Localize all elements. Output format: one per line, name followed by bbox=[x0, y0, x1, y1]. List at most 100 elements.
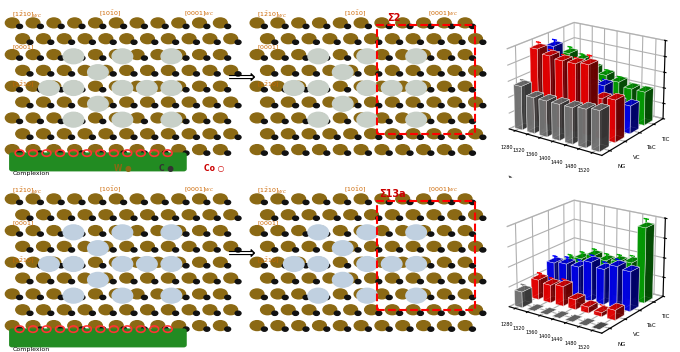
Circle shape bbox=[131, 216, 137, 220]
Circle shape bbox=[396, 18, 409, 28]
Circle shape bbox=[99, 97, 113, 107]
Circle shape bbox=[364, 129, 378, 139]
Circle shape bbox=[109, 18, 123, 28]
Circle shape bbox=[458, 226, 472, 235]
Circle shape bbox=[183, 56, 189, 60]
Circle shape bbox=[27, 248, 33, 252]
Circle shape bbox=[63, 225, 84, 240]
Circle shape bbox=[302, 241, 316, 251]
Circle shape bbox=[182, 65, 196, 75]
Circle shape bbox=[37, 305, 50, 315]
Circle shape bbox=[459, 103, 465, 108]
Circle shape bbox=[282, 97, 295, 107]
Circle shape bbox=[292, 289, 305, 299]
Circle shape bbox=[469, 151, 475, 155]
Circle shape bbox=[88, 257, 102, 267]
Circle shape bbox=[357, 112, 377, 127]
Circle shape bbox=[417, 81, 430, 91]
Circle shape bbox=[63, 288, 84, 303]
Circle shape bbox=[58, 295, 64, 300]
Circle shape bbox=[57, 34, 71, 44]
Circle shape bbox=[68, 113, 82, 123]
Circle shape bbox=[418, 135, 424, 139]
Circle shape bbox=[79, 88, 85, 92]
Circle shape bbox=[469, 232, 475, 236]
Circle shape bbox=[375, 289, 389, 299]
Circle shape bbox=[406, 97, 420, 107]
Circle shape bbox=[37, 97, 50, 107]
Circle shape bbox=[292, 257, 305, 267]
Circle shape bbox=[5, 257, 19, 267]
Circle shape bbox=[131, 145, 144, 155]
Circle shape bbox=[449, 327, 455, 331]
Circle shape bbox=[68, 226, 82, 235]
Circle shape bbox=[303, 24, 309, 29]
Circle shape bbox=[183, 327, 189, 331]
Circle shape bbox=[151, 145, 165, 155]
Circle shape bbox=[183, 24, 189, 29]
Circle shape bbox=[407, 232, 413, 236]
Circle shape bbox=[16, 34, 29, 44]
Circle shape bbox=[192, 113, 206, 123]
Circle shape bbox=[16, 273, 29, 283]
Circle shape bbox=[224, 97, 237, 107]
Circle shape bbox=[37, 200, 44, 205]
Circle shape bbox=[57, 241, 71, 251]
Circle shape bbox=[272, 248, 277, 252]
Circle shape bbox=[354, 226, 368, 235]
Circle shape bbox=[131, 40, 137, 44]
Circle shape bbox=[141, 295, 148, 300]
Circle shape bbox=[303, 200, 309, 205]
Circle shape bbox=[439, 248, 444, 252]
Circle shape bbox=[345, 151, 351, 155]
Circle shape bbox=[284, 257, 304, 271]
Circle shape bbox=[323, 34, 337, 44]
Circle shape bbox=[27, 18, 40, 28]
Circle shape bbox=[375, 257, 389, 267]
Circle shape bbox=[418, 311, 424, 315]
Circle shape bbox=[303, 295, 309, 300]
Circle shape bbox=[407, 119, 413, 124]
Circle shape bbox=[120, 65, 133, 75]
Circle shape bbox=[203, 241, 217, 251]
Circle shape bbox=[37, 295, 44, 300]
Circle shape bbox=[203, 97, 217, 107]
Circle shape bbox=[396, 279, 403, 284]
Circle shape bbox=[335, 103, 340, 108]
Circle shape bbox=[131, 50, 144, 59]
Circle shape bbox=[131, 18, 144, 28]
Circle shape bbox=[69, 311, 75, 315]
Circle shape bbox=[5, 113, 19, 123]
Circle shape bbox=[173, 311, 179, 315]
Circle shape bbox=[27, 81, 40, 91]
Circle shape bbox=[396, 257, 409, 267]
Circle shape bbox=[449, 56, 455, 60]
Circle shape bbox=[57, 65, 71, 75]
Circle shape bbox=[214, 248, 220, 252]
Circle shape bbox=[109, 113, 123, 123]
Circle shape bbox=[407, 88, 413, 92]
Circle shape bbox=[214, 72, 220, 76]
Circle shape bbox=[271, 321, 285, 331]
Circle shape bbox=[235, 135, 241, 139]
Circle shape bbox=[355, 311, 361, 315]
Circle shape bbox=[69, 103, 75, 108]
Circle shape bbox=[458, 81, 472, 91]
Circle shape bbox=[120, 56, 126, 60]
Circle shape bbox=[48, 279, 54, 284]
Circle shape bbox=[16, 24, 22, 29]
Circle shape bbox=[396, 113, 409, 123]
Circle shape bbox=[313, 311, 320, 315]
Circle shape bbox=[282, 119, 288, 124]
Circle shape bbox=[204, 56, 210, 60]
Circle shape bbox=[131, 311, 137, 315]
Circle shape bbox=[109, 257, 123, 267]
Circle shape bbox=[68, 81, 82, 91]
Circle shape bbox=[79, 232, 85, 236]
Circle shape bbox=[386, 200, 392, 205]
Circle shape bbox=[120, 327, 126, 331]
Text: $[10\bar{1}0]$: $[10\bar{1}0]$ bbox=[344, 9, 366, 18]
Circle shape bbox=[469, 210, 482, 220]
Circle shape bbox=[303, 88, 309, 92]
Circle shape bbox=[357, 288, 377, 303]
